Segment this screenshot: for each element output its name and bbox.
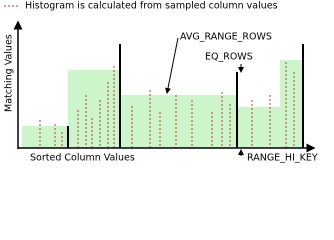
avg-range-rows-arrow <box>165 37 179 94</box>
range-hi-key-label: RANGE_HI_KEY <box>247 153 318 164</box>
key-bars <box>67 44 304 148</box>
eq-rows-label: EQ_ROWS <box>205 52 253 63</box>
y-axis-label: Matching Values <box>4 34 15 112</box>
sample-lines <box>39 62 295 148</box>
x-axis-label: Sorted Column Values <box>30 153 135 164</box>
step <box>120 95 237 148</box>
step <box>237 107 280 148</box>
step <box>68 70 120 148</box>
avg-range-rows-label: AVG_RANGE_ROWS <box>180 32 272 43</box>
histogram-steps <box>22 60 303 148</box>
step <box>22 126 68 148</box>
legend-text: Histogram is calculated from sampled col… <box>25 1 278 12</box>
step <box>280 60 303 148</box>
histogram-diagram: Histogram is calculated from sampled col… <box>4 1 318 164</box>
